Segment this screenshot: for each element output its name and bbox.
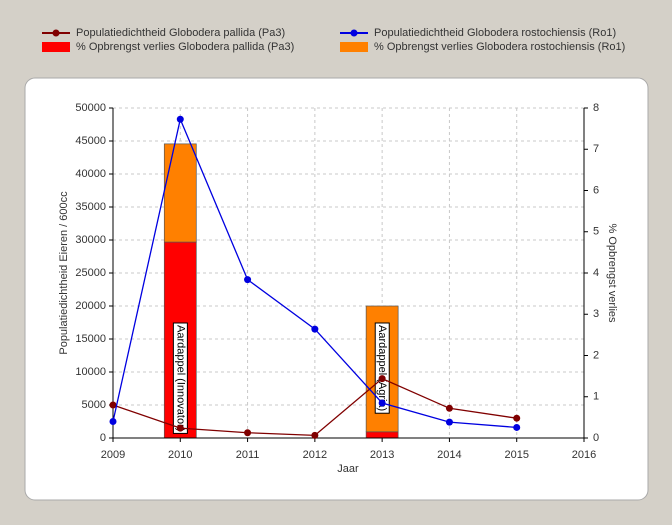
legend-swatch [340, 42, 368, 52]
point [513, 414, 521, 422]
point [378, 375, 386, 383]
point [311, 431, 319, 439]
legend-label: Populatiedichtheid Globodera pallida (Pa… [76, 27, 285, 39]
x-tick-label: 2010 [168, 449, 192, 461]
legend-label: % Opbrengst verlies Globodera pallida (P… [76, 41, 294, 53]
y2-tick-label: 0 [593, 432, 599, 444]
point [176, 115, 184, 123]
x-tick-label: 2011 [236, 449, 260, 461]
annotation-text: Aardappel (Agria) [376, 325, 388, 411]
point [445, 404, 453, 412]
x-tick-label: 2014 [437, 449, 461, 461]
point [176, 424, 184, 432]
y-tick-label: 15000 [75, 333, 106, 345]
annotation: Aardappel (Innovator) [172, 322, 188, 434]
annotation-box [374, 322, 390, 414]
y-tick-label: 35000 [75, 201, 106, 213]
x-tick-label: 2009 [101, 449, 125, 461]
y-tick-label: 0 [100, 432, 106, 444]
legend-label: Populatiedichtheid Globodera rostochiens… [374, 27, 616, 39]
x-tick-label: 2015 [504, 449, 528, 461]
point [109, 401, 117, 409]
y2-tick-label: 3 [593, 308, 599, 320]
y-tick-label: 30000 [75, 234, 106, 246]
legend-marker [350, 29, 358, 37]
y2-tick-label: 6 [593, 184, 599, 196]
y2-tick-label: 5 [593, 226, 599, 238]
y-tick-label: 5000 [82, 399, 106, 411]
annotation-box [172, 322, 188, 434]
point [378, 399, 386, 407]
point [311, 325, 319, 333]
y2-tick-label: 1 [593, 391, 599, 403]
x-tick-label: 2013 [370, 449, 394, 461]
x-axis-title: Jaar [337, 463, 359, 475]
y2-tick-label: 7 [593, 143, 599, 155]
legend-label: % Opbrengst verlies Globodera rostochien… [374, 41, 625, 53]
point [244, 429, 252, 437]
annotation-text: Aardappel (Innovator) [174, 325, 186, 431]
bar [163, 143, 197, 243]
y-axis-title: Populatiedichtheid Eieren / 600cc [58, 191, 70, 355]
y2-tick-label: 8 [593, 102, 599, 114]
point [109, 418, 117, 425]
y-tick-label: 50000 [75, 102, 106, 114]
x-tick-label: 2016 [572, 449, 596, 461]
y-tick-label: 40000 [75, 168, 106, 180]
x-tick-label: 2012 [303, 449, 327, 461]
point [445, 418, 453, 426]
y2-axis-title: % Opbrengst verlies [606, 223, 618, 323]
y2-tick-label: 2 [593, 349, 599, 361]
y-tick-label: 25000 [75, 267, 106, 279]
legend-swatch [42, 42, 70, 52]
point [244, 276, 252, 284]
y-tick-label: 20000 [75, 300, 106, 312]
y2-tick-label: 4 [593, 267, 599, 279]
y-tick-label: 10000 [75, 366, 106, 378]
annotation: Aardappel (Agria) [374, 322, 390, 414]
legend-marker [52, 29, 60, 37]
y-tick-label: 45000 [75, 135, 106, 147]
point [513, 423, 521, 431]
bar [365, 431, 399, 439]
